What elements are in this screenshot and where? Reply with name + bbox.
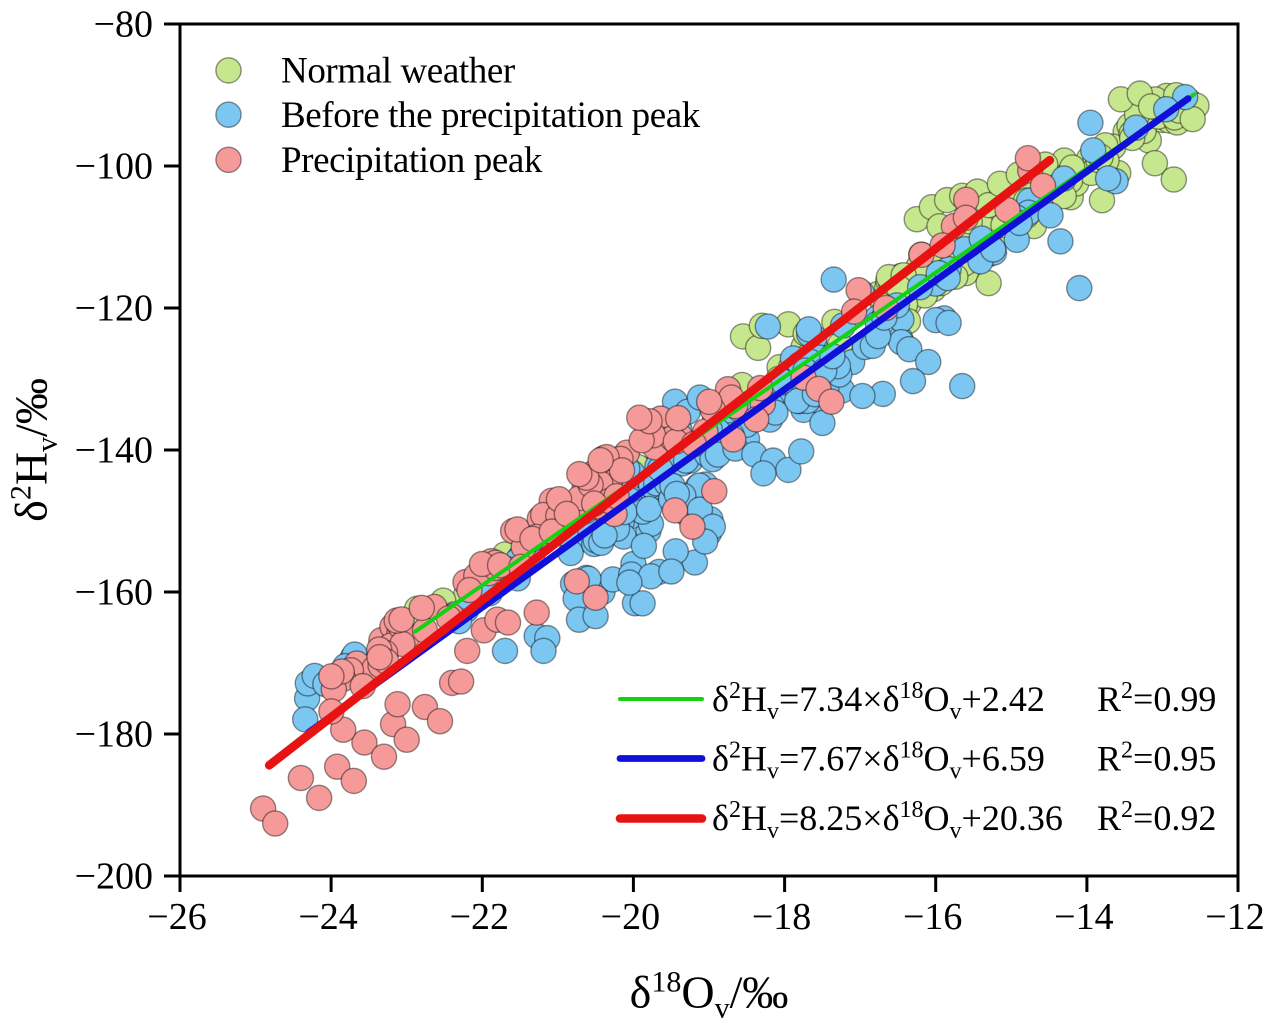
svg-text:δ2Hv=7.67×δ18Ov+6.59: δ2Hv=7.67×δ18Ov+6.59 bbox=[712, 738, 1045, 785]
svg-text:R2=0.92: R2=0.92 bbox=[1097, 797, 1216, 838]
svg-text:Before the precipitation peak: Before the precipitation peak bbox=[281, 95, 701, 136]
svg-text:δ2Hv=7.34×δ18Ov+2.42: δ2Hv=7.34×δ18Ov+2.42 bbox=[712, 678, 1045, 725]
svg-text:−26: −26 bbox=[147, 896, 206, 938]
svg-text:R2=0.95: R2=0.95 bbox=[1097, 738, 1216, 779]
svg-text:−120: −120 bbox=[75, 288, 153, 330]
svg-text:−20: −20 bbox=[601, 896, 660, 938]
svg-text:δ2Hv/‰: δ2Hv/‰ bbox=[5, 378, 64, 522]
svg-text:δ2Hv=8.25×δ18Ov+20.36: δ2Hv=8.25×δ18Ov+20.36 bbox=[712, 797, 1063, 844]
svg-text:−140: −140 bbox=[75, 430, 153, 472]
svg-text:−14: −14 bbox=[1054, 896, 1113, 938]
svg-text:−16: −16 bbox=[903, 896, 962, 938]
svg-text:−12: −12 bbox=[1205, 896, 1264, 938]
svg-text:Precipitation peak: Precipitation peak bbox=[281, 140, 543, 181]
svg-text:−200: −200 bbox=[75, 856, 153, 898]
svg-text:−100: −100 bbox=[75, 146, 153, 188]
svg-text:−22: −22 bbox=[450, 896, 509, 938]
svg-text:Normal weather: Normal weather bbox=[281, 51, 515, 92]
svg-text:−180: −180 bbox=[75, 714, 153, 756]
svg-text:−18: −18 bbox=[752, 896, 811, 938]
svg-text:−80: −80 bbox=[94, 4, 153, 46]
svg-text:−160: −160 bbox=[75, 572, 153, 614]
svg-text:R2=0.99: R2=0.99 bbox=[1097, 678, 1216, 719]
svg-text:−24: −24 bbox=[298, 896, 357, 938]
